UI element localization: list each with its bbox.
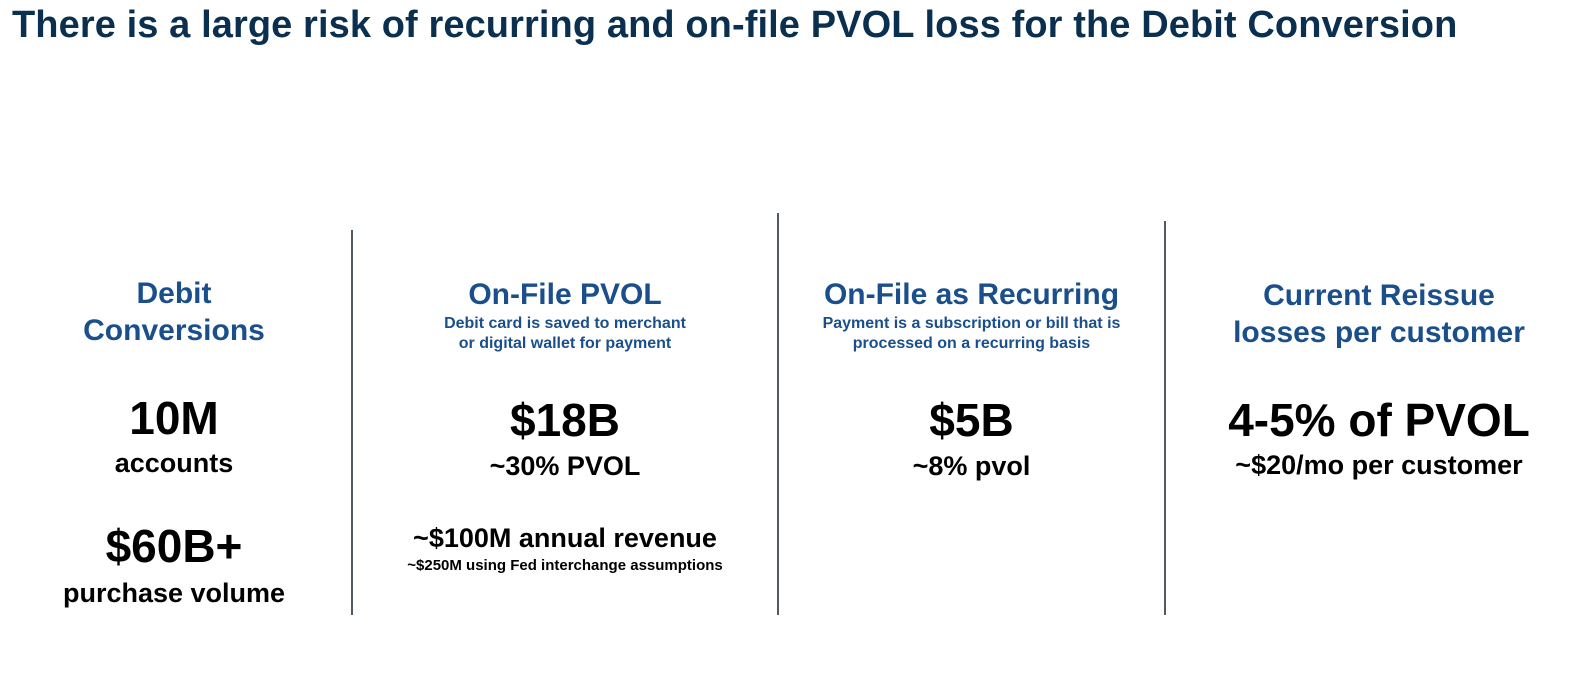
column-description: or digital wallet for payment [458, 335, 672, 352]
slide-title: There is a large risk of recurring and o… [12, 4, 1458, 46]
column-divider [777, 213, 779, 615]
recurring-share: ~8% pvol [912, 451, 1031, 481]
reissue-loss-value: 4-5% of PVOL [1228, 394, 1530, 446]
column-heading: Debit [136, 277, 212, 310]
purchase-volume-value: $60B+ [105, 520, 243, 572]
column-description: Payment is a subscription or bill that i… [822, 315, 1121, 332]
annual-revenue: ~$100M annual revenue [413, 523, 717, 553]
purchase-volume-label: purchase volume [62, 578, 286, 608]
column-divider [351, 230, 353, 615]
recurring-column: On-File as Recurring Payment is a subscr… [779, 0, 1164, 673]
column-heading: losses per customer [1233, 316, 1525, 349]
recurring-value: $5B [929, 394, 1014, 446]
reissue-loss-per-customer: ~$20/mo per customer [1235, 450, 1523, 480]
on-file-value: $18B [510, 394, 620, 446]
column-description: Debit card is saved to merchant [444, 315, 686, 332]
column-heading: On-File PVOL [468, 278, 662, 311]
accounts-label: accounts [114, 448, 234, 478]
column-heading: Current Reissue [1263, 279, 1495, 312]
on-file-share: ~30% PVOL [489, 451, 641, 481]
on-file-pvol-column: On-File PVOL Debit card is saved to merc… [353, 0, 777, 673]
reissue-losses-column: Current Reissue losses per customer 4-5%… [1186, 0, 1572, 673]
column-heading: On-File as Recurring [823, 278, 1120, 311]
column-heading: Conversions [83, 314, 265, 347]
debit-conversions-column: Debit Conversions 10M accounts $60B+ pur… [0, 0, 348, 673]
revenue-note: ~$250M using Fed interchange assumptions [407, 557, 723, 574]
accounts-value: 10M [129, 392, 219, 444]
column-description: processed on a recurring basis [852, 335, 1091, 352]
column-divider [1164, 221, 1166, 615]
